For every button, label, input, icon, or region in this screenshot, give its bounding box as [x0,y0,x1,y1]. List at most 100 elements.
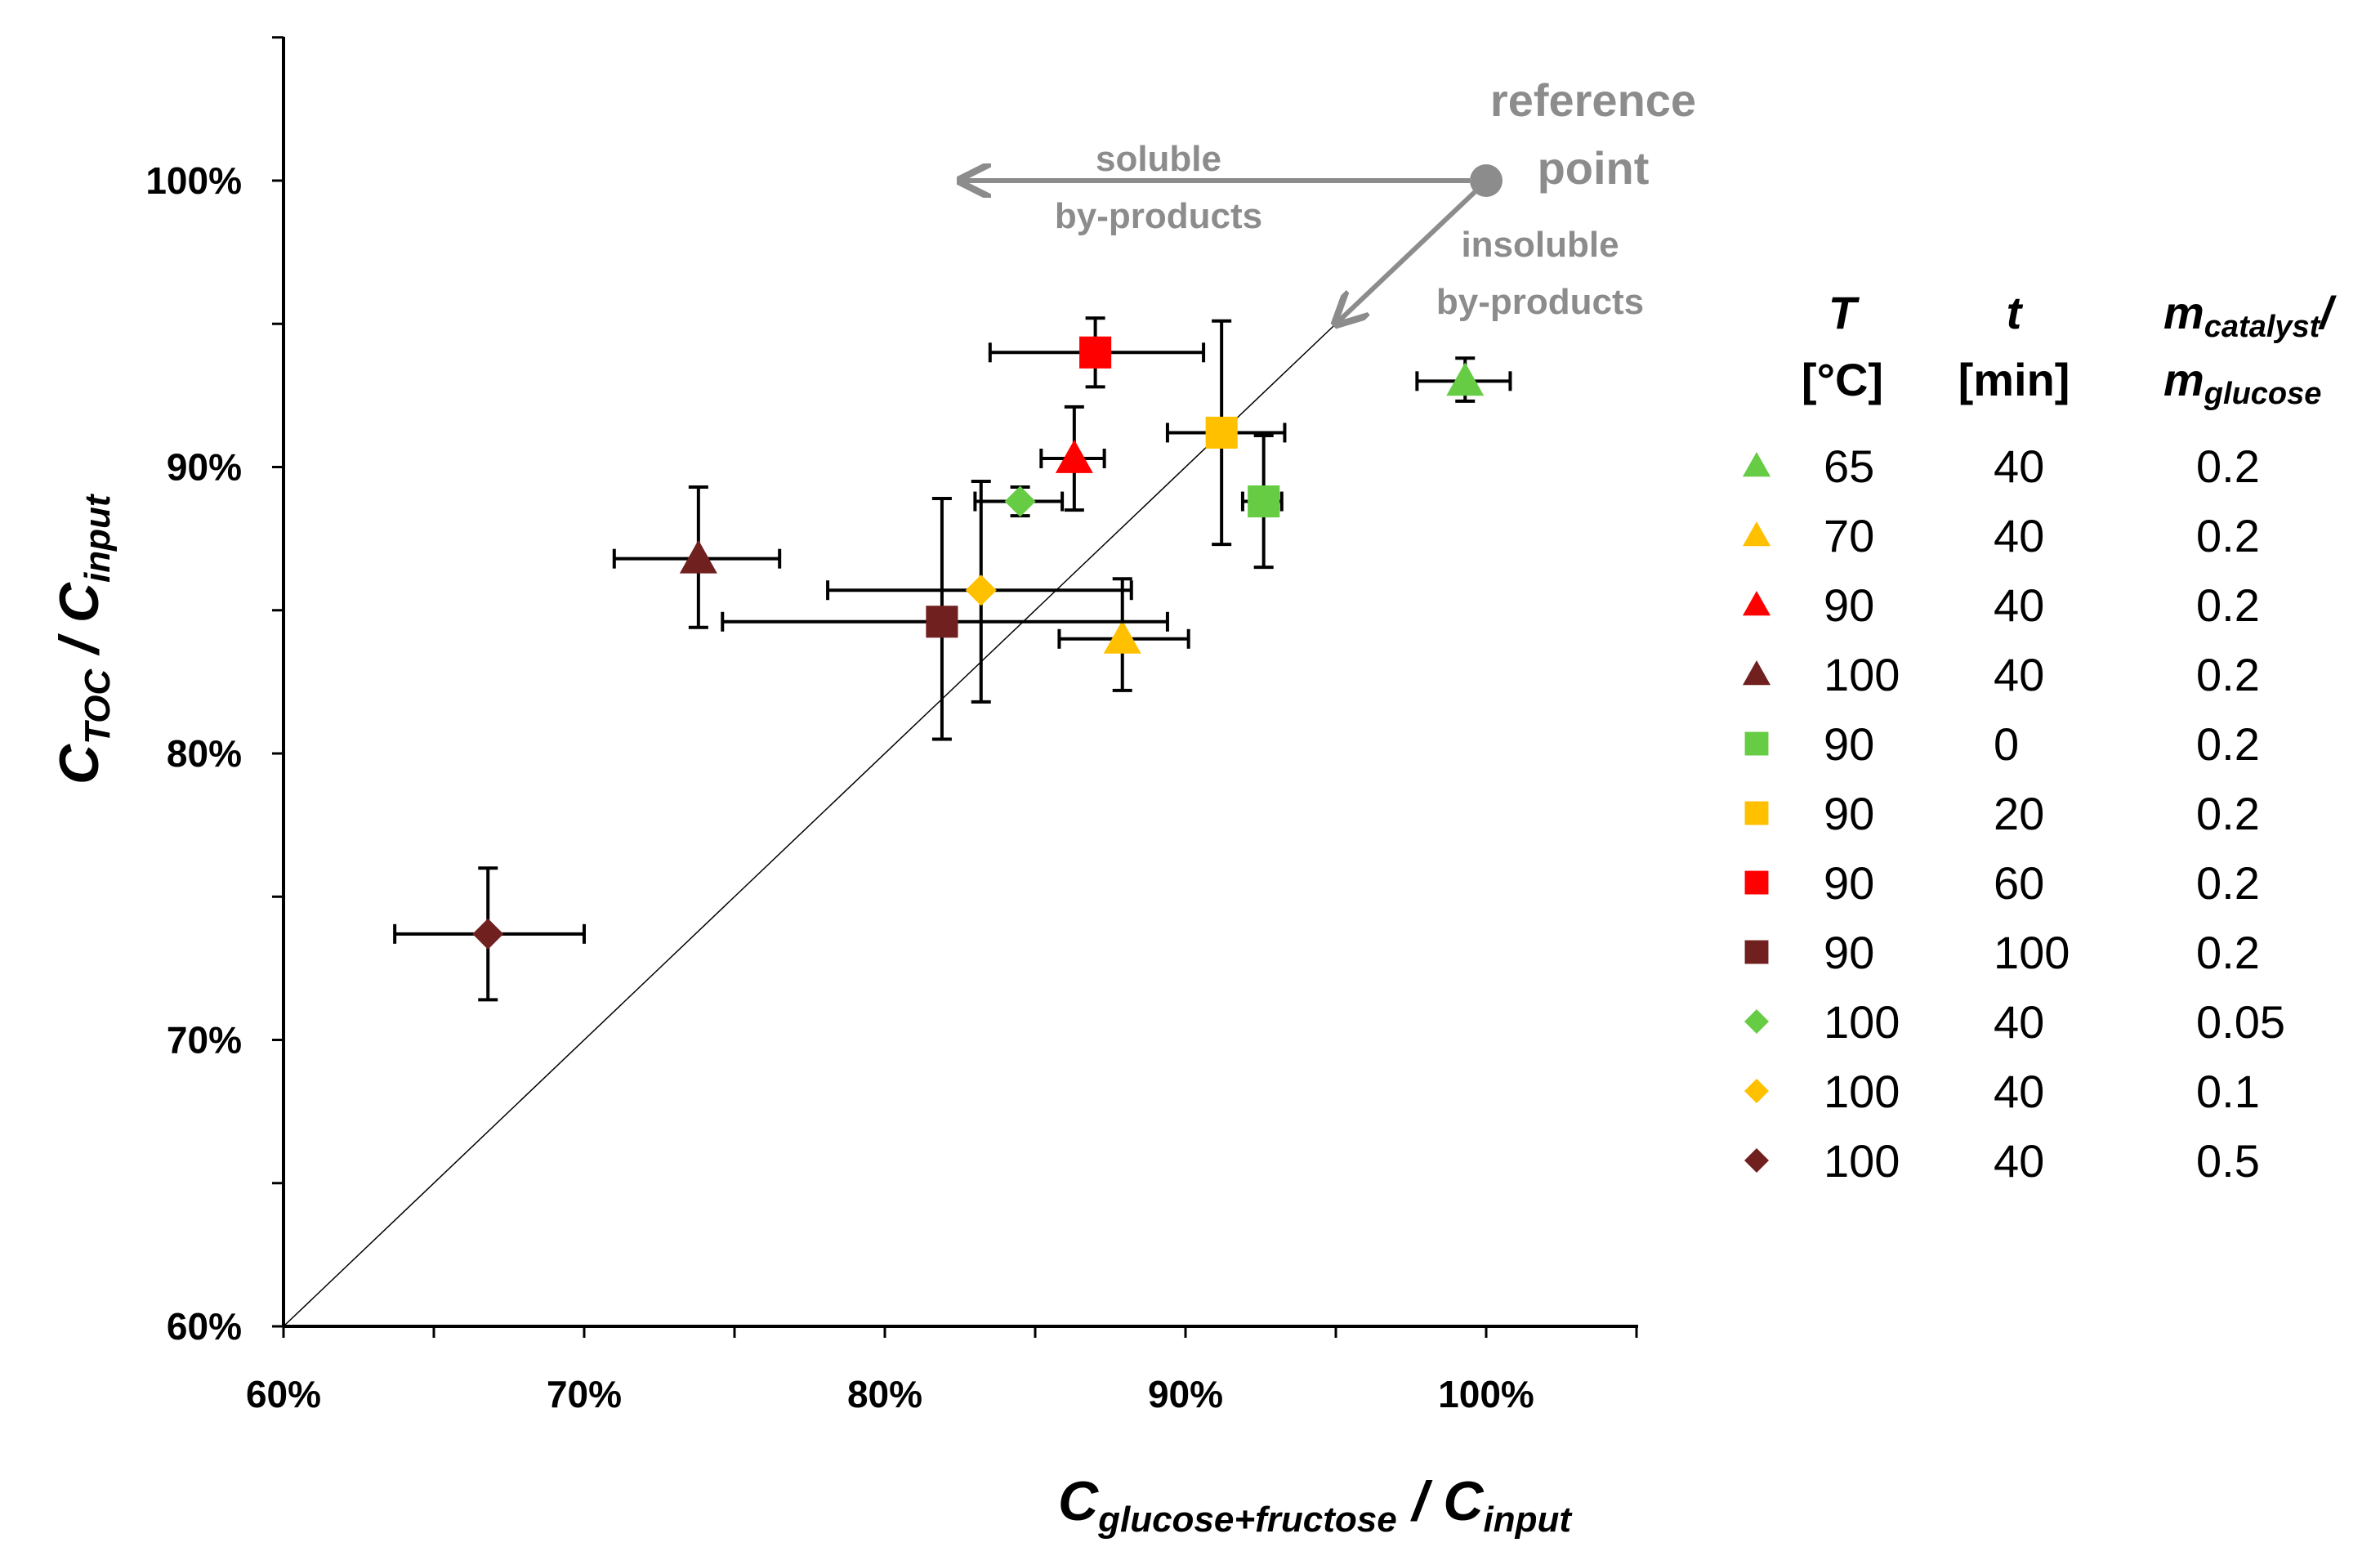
legend-temperature: 90 [1824,579,1874,631]
legend-square-marker [1744,731,1769,756]
x-tick-label: 100% [1438,1373,1534,1415]
legend-square-marker [1744,801,1769,825]
legend-header-t: t [2007,287,2024,338]
triangle-marker [1055,439,1093,473]
legend-temperature: 100 [1824,649,1900,700]
legend-header-t-unit: [min] [1958,354,2070,405]
y-tick-label: 60% [167,1305,242,1348]
legend-diamond-marker [1744,1009,1769,1034]
legend-triangle-marker [1743,591,1770,616]
legend-header-m-top: mcatalyst/ [2163,287,2337,344]
square-marker [926,606,958,638]
legend-catalyst-ratio: 0.2 [2196,718,2260,770]
legend-catalyst-ratio: 0.2 [2196,440,2260,492]
diamond-marker [472,918,504,950]
data-point-10 [826,480,1133,704]
legend-temperature: 100 [1824,1135,1900,1187]
legend-time: 40 [1994,1135,2044,1187]
legend-time: 40 [1994,1066,2044,1117]
x-tick-label: 90% [1148,1373,1223,1415]
legend-temperature: 90 [1824,927,1874,978]
square-marker [1079,336,1112,369]
triangle-marker [1103,619,1141,654]
legend-time: 40 [1994,510,2044,561]
y-tick-label: 80% [167,732,242,775]
legend-catalyst-ratio: 0.2 [2196,927,2260,978]
x-tick-label: 70% [547,1373,622,1415]
legend-triangle-marker [1743,452,1770,477]
reference-label-line2: point [1538,142,1650,194]
data-point-3 [1039,405,1106,512]
y-tick-label: 70% [167,1019,242,1062]
legend-catalyst-ratio: 0.2 [2196,788,2260,839]
legend-temperature: 90 [1824,857,1874,909]
legend-header-T-unit: [°C] [1802,354,1883,405]
data-point-1 [1415,356,1512,403]
legend-temperature: 100 [1824,1066,1900,1117]
legend-catalyst-ratio: 0.5 [2196,1135,2260,1187]
legend-catalyst-ratio: 0.2 [2196,649,2260,700]
legend-temperature: 90 [1824,788,1874,839]
legend-time: 100 [1994,927,2070,978]
square-marker [1248,485,1280,518]
legend-temperature: 70 [1824,510,1874,561]
legend-row-8: 90 100 0.2 [1744,927,2260,978]
data-point-2 [1057,577,1190,692]
legend-catalyst-ratio: 0.05 [2196,996,2285,1048]
insoluble-arrow [1336,190,1477,324]
legend-header-T: T [1829,287,1860,338]
diamond-marker [1004,485,1036,517]
legend-row-1: 65 40 0.2 [1743,440,2260,492]
legend-triangle-marker [1743,521,1770,547]
data-point-7 [988,316,1206,389]
legend-triangle-marker [1743,660,1770,686]
legend-time: 60 [1994,857,2044,909]
diamond-marker [965,575,997,606]
insoluble-label-line1: insoluble [1461,225,1619,265]
legend-row-3: 90 40 0.2 [1743,579,2260,631]
legend-temperature: 65 [1824,440,1874,492]
legend-header-m-bottom: mglucose [2163,354,2321,411]
diagonal-line [283,323,1337,1327]
legend-row-9: 100 40 0.05 [1744,996,2285,1048]
legend-catalyst-ratio: 0.2 [2196,579,2260,631]
data-point-8 [721,497,1169,741]
legend-diamond-marker [1744,1148,1769,1173]
legend-row-6: 90 20 0.2 [1744,788,2260,839]
square-marker [1205,416,1238,449]
legend-row-7: 90 60 0.2 [1744,857,2260,909]
legend-row-4: 100 40 0.2 [1743,649,2260,700]
x-tick-label: 60% [246,1373,321,1415]
legend-time: 40 [1994,996,2044,1048]
legend-row-2: 70 40 0.2 [1743,510,2260,561]
soluble-label-line1: soluble [1096,139,1221,179]
legend-square-marker [1744,870,1769,895]
triangle-marker [679,539,717,574]
legend-catalyst-ratio: 0.2 [2196,510,2260,561]
data-point-6 [1165,319,1287,547]
legend-catalyst-ratio: 0.1 [2196,1066,2260,1117]
y-axis-title: CTOC / Cinput [48,493,118,785]
y-tick-label: 100% [145,159,242,202]
data-point-5 [1240,433,1284,570]
legend: T [°C] t [min] mcatalyst/ mglucose 65 40 0… [1743,287,2337,1187]
legend-time: 40 [1994,649,2044,700]
reference-point-marker [1470,164,1503,197]
legend-time: 20 [1994,788,2044,839]
triangle-marker [1446,362,1485,396]
legend-row-10: 100 40 0.1 [1744,1066,2260,1117]
x-tick-label: 80% [847,1373,922,1415]
reference-label-line1: reference [1490,74,1696,126]
legend-time: 40 [1994,440,2044,492]
legend-square-marker [1744,940,1769,964]
insoluble-label-line2: by-products [1436,282,1644,322]
legend-row-11: 100 40 0.5 [1744,1135,2260,1187]
legend-temperature: 100 [1824,996,1900,1048]
soluble-label-line2: by-products [1055,196,1262,236]
data-point-4 [612,485,782,629]
legend-row-5: 90 0 0.2 [1744,718,2260,770]
legend-temperature: 90 [1824,718,1874,770]
y-tick-label: 90% [167,446,242,489]
data-point-11 [393,866,586,1002]
